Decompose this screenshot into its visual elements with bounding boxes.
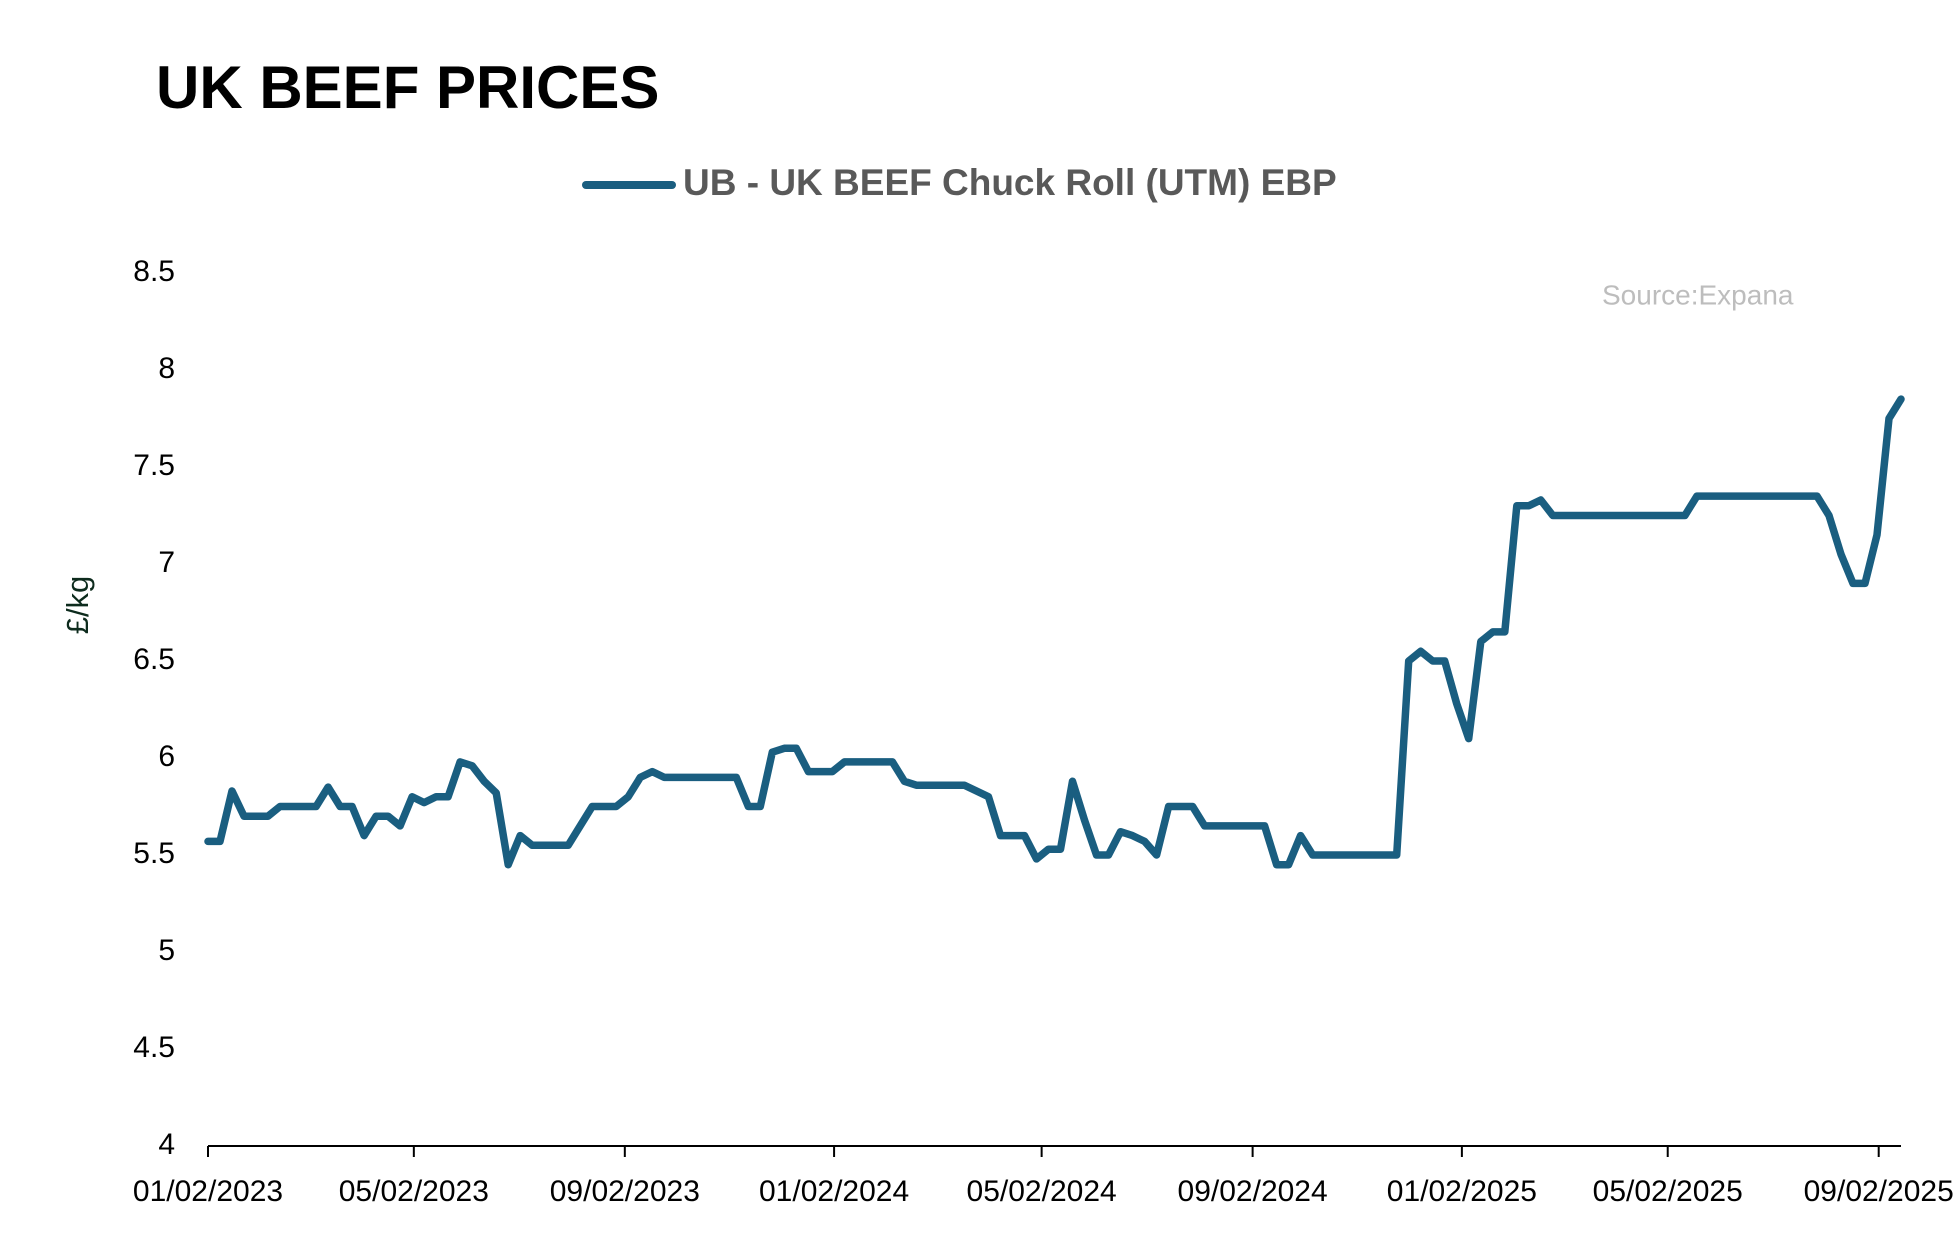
y-tick-label: 8.5 (133, 255, 175, 288)
x-tick-label: 09/02/2023 (550, 1175, 700, 1208)
x-tick-label: 09/02/2024 (1178, 1175, 1328, 1208)
y-tick-label: 5 (158, 934, 175, 967)
x-tick-label: 05/02/2024 (967, 1175, 1117, 1208)
y-tick-label: 8 (158, 352, 175, 385)
x-tick-label: 05/02/2023 (339, 1175, 489, 1208)
x-tick-label: 01/02/2023 (133, 1175, 283, 1208)
x-tick-label: 01/02/2025 (1387, 1175, 1537, 1208)
price-line (204, 395, 1905, 869)
legend-label: UB - UK BEEF Chuck Roll (UTM) EBP (683, 162, 1337, 203)
y-tick-label: 6.5 (133, 643, 175, 676)
y-tick-label: 5.5 (133, 837, 175, 870)
x-tick-label: 05/02/2025 (1593, 1175, 1743, 1208)
y-tick-label: 7.5 (133, 449, 175, 482)
y-tick-label: 4.5 (133, 1031, 175, 1064)
y-tick-label: 6 (158, 740, 175, 773)
x-tick-label: 09/02/2025 (1804, 1175, 1954, 1208)
source-note: Source:Expana (1602, 279, 1794, 310)
y-tick-label: 7 (158, 546, 175, 579)
x-tick-label: 01/02/2024 (759, 1175, 909, 1208)
chart-title: UK BEEF PRICES (156, 54, 659, 121)
y-axis-label: £/kg (60, 576, 95, 635)
y-tick-label: 4 (158, 1128, 175, 1161)
